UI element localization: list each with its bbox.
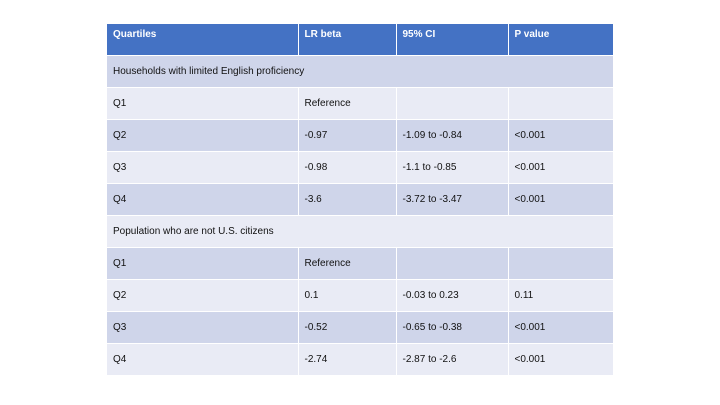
cell-p-value <box>508 86 613 119</box>
cell-ci: -2.87 to -2.6 <box>396 342 509 375</box>
cell-quartile: Q4 <box>107 342 299 375</box>
cell-quartile: Q1 <box>107 86 299 119</box>
section-row: Households with limited English proficie… <box>107 54 613 87</box>
cell-quartile: Q3 <box>107 150 299 183</box>
table-row: Q2 0.1 -0.03 to 0.23 0.11 <box>107 278 613 311</box>
cell-quartile: Q3 <box>107 310 299 343</box>
cell-quartile: Q4 <box>107 182 299 215</box>
header-row: Quartiles LR beta 95% CI P value <box>107 24 613 55</box>
cell-lr-beta: -0.97 <box>298 118 397 151</box>
cell-lr-beta: -2.74 <box>298 342 397 375</box>
cell-p-value <box>508 246 613 279</box>
table-row: Q4 -2.74 -2.87 to -2.6 <0.001 <box>107 342 613 375</box>
cell-p-value: <0.001 <box>508 150 613 183</box>
table-row: Q1 Reference <box>107 86 613 119</box>
cell-quartile: Q2 <box>107 278 299 311</box>
cell-lr-beta: -0.52 <box>298 310 397 343</box>
table-row: Q4 -3.6 -3.72 to -3.47 <0.001 <box>107 182 613 215</box>
cell-p-value: <0.001 <box>508 182 613 215</box>
cell-ci: -0.65 to -0.38 <box>396 310 509 343</box>
cell-lr-beta: -3.6 <box>298 182 397 215</box>
header-lr-beta: LR beta <box>298 24 397 55</box>
cell-ci: -0.03 to 0.23 <box>396 278 509 311</box>
cell-lr-beta: -0.98 <box>298 150 397 183</box>
cell-ci: -3.72 to -3.47 <box>396 182 509 215</box>
header-quartiles: Quartiles <box>107 24 299 55</box>
table-row: Q3 -0.52 -0.65 to -0.38 <0.001 <box>107 310 613 343</box>
cell-p-value: <0.001 <box>508 310 613 343</box>
cell-p-value: 0.11 <box>508 278 613 311</box>
header-95-ci: 95% CI <box>396 24 509 55</box>
cell-ci: -1.09 to -0.84 <box>396 118 509 151</box>
section-row: Population who are not U.S. citizens <box>107 214 613 247</box>
cell-ci <box>396 246 509 279</box>
header-p-value: P value <box>508 24 613 55</box>
cell-lr-beta: 0.1 <box>298 278 397 311</box>
section-title: Population who are not U.S. citizens <box>107 214 613 247</box>
cell-p-value: <0.001 <box>508 342 613 375</box>
table-body: Households with limited English proficie… <box>107 54 613 375</box>
table-row: Q2 -0.97 -1.09 to -0.84 <0.001 <box>107 118 613 151</box>
table-row: Q1 Reference <box>107 246 613 279</box>
section-title: Households with limited English proficie… <box>107 54 613 87</box>
table-row: Q3 -0.98 -1.1 to -0.85 <0.001 <box>107 150 613 183</box>
table-header: Quartiles LR beta 95% CI P value <box>107 24 613 55</box>
cell-lr-beta: Reference <box>298 246 397 279</box>
quartiles-table: Quartiles LR beta 95% CI P value Househo… <box>107 24 613 375</box>
cell-lr-beta: Reference <box>298 86 397 119</box>
cell-quartile: Q1 <box>107 246 299 279</box>
cell-ci <box>396 86 509 119</box>
cell-p-value: <0.001 <box>508 118 613 151</box>
cell-ci: -1.1 to -0.85 <box>396 150 509 183</box>
cell-quartile: Q2 <box>107 118 299 151</box>
